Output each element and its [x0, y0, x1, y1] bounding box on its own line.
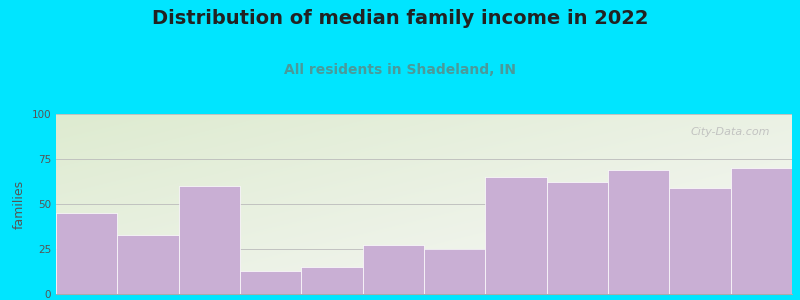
- Bar: [240, 271, 302, 294]
- Bar: [608, 170, 670, 294]
- Y-axis label: families: families: [13, 179, 26, 229]
- Text: All residents in Shadeland, IN: All residents in Shadeland, IN: [284, 63, 516, 77]
- Bar: [424, 249, 486, 294]
- Bar: [302, 267, 362, 294]
- Bar: [486, 177, 546, 294]
- Text: Distribution of median family income in 2022: Distribution of median family income in …: [152, 9, 648, 28]
- Bar: [362, 245, 424, 294]
- Bar: [730, 168, 792, 294]
- Bar: [546, 182, 608, 294]
- Bar: [178, 186, 240, 294]
- Text: City-Data.com: City-Data.com: [690, 127, 770, 136]
- Bar: [670, 188, 730, 294]
- Bar: [118, 235, 178, 294]
- Bar: [56, 213, 118, 294]
